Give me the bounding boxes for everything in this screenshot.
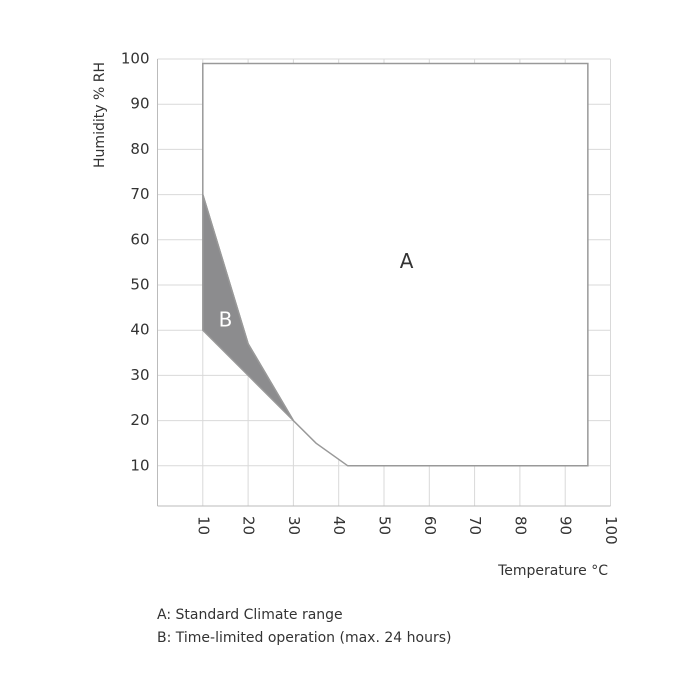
y-tick-label: 60 [130,230,149,248]
x-tick-label: 60 [421,516,439,535]
y-tick-label: 70 [130,185,149,203]
x-tick-label: 100 [602,516,620,545]
note: A: Standard Climate range [157,607,343,623]
region-label: A [400,249,414,273]
x-axis-label: Temperature °C [497,563,608,579]
x-tick-label: 10 [194,516,212,535]
y-axis-label: Humidity % RH [92,62,108,168]
y-tick-label: 80 [130,140,149,158]
x-tick-label: 70 [466,516,484,535]
y-tick-label: 40 [130,321,149,339]
x-tick-label: 30 [285,516,303,535]
y-tick-label: 30 [130,366,149,384]
x-tick-label: 40 [330,516,348,535]
x-tick-label: 20 [240,516,258,535]
region [202,194,295,422]
y-tick-label: 10 [130,456,149,474]
x-tick-label: 90 [557,516,575,535]
y-tick-label: 20 [130,411,149,429]
region-label: B [219,308,233,332]
note: B: Time-limited operation (max. 24 hours… [157,630,451,646]
y-tick-label: 50 [130,276,149,294]
x-tick-label: 50 [376,516,394,535]
y-tick-label: 100 [121,50,150,68]
region [202,62,589,467]
y-tick-label: 90 [130,95,149,113]
x-tick-label: 80 [511,516,529,535]
